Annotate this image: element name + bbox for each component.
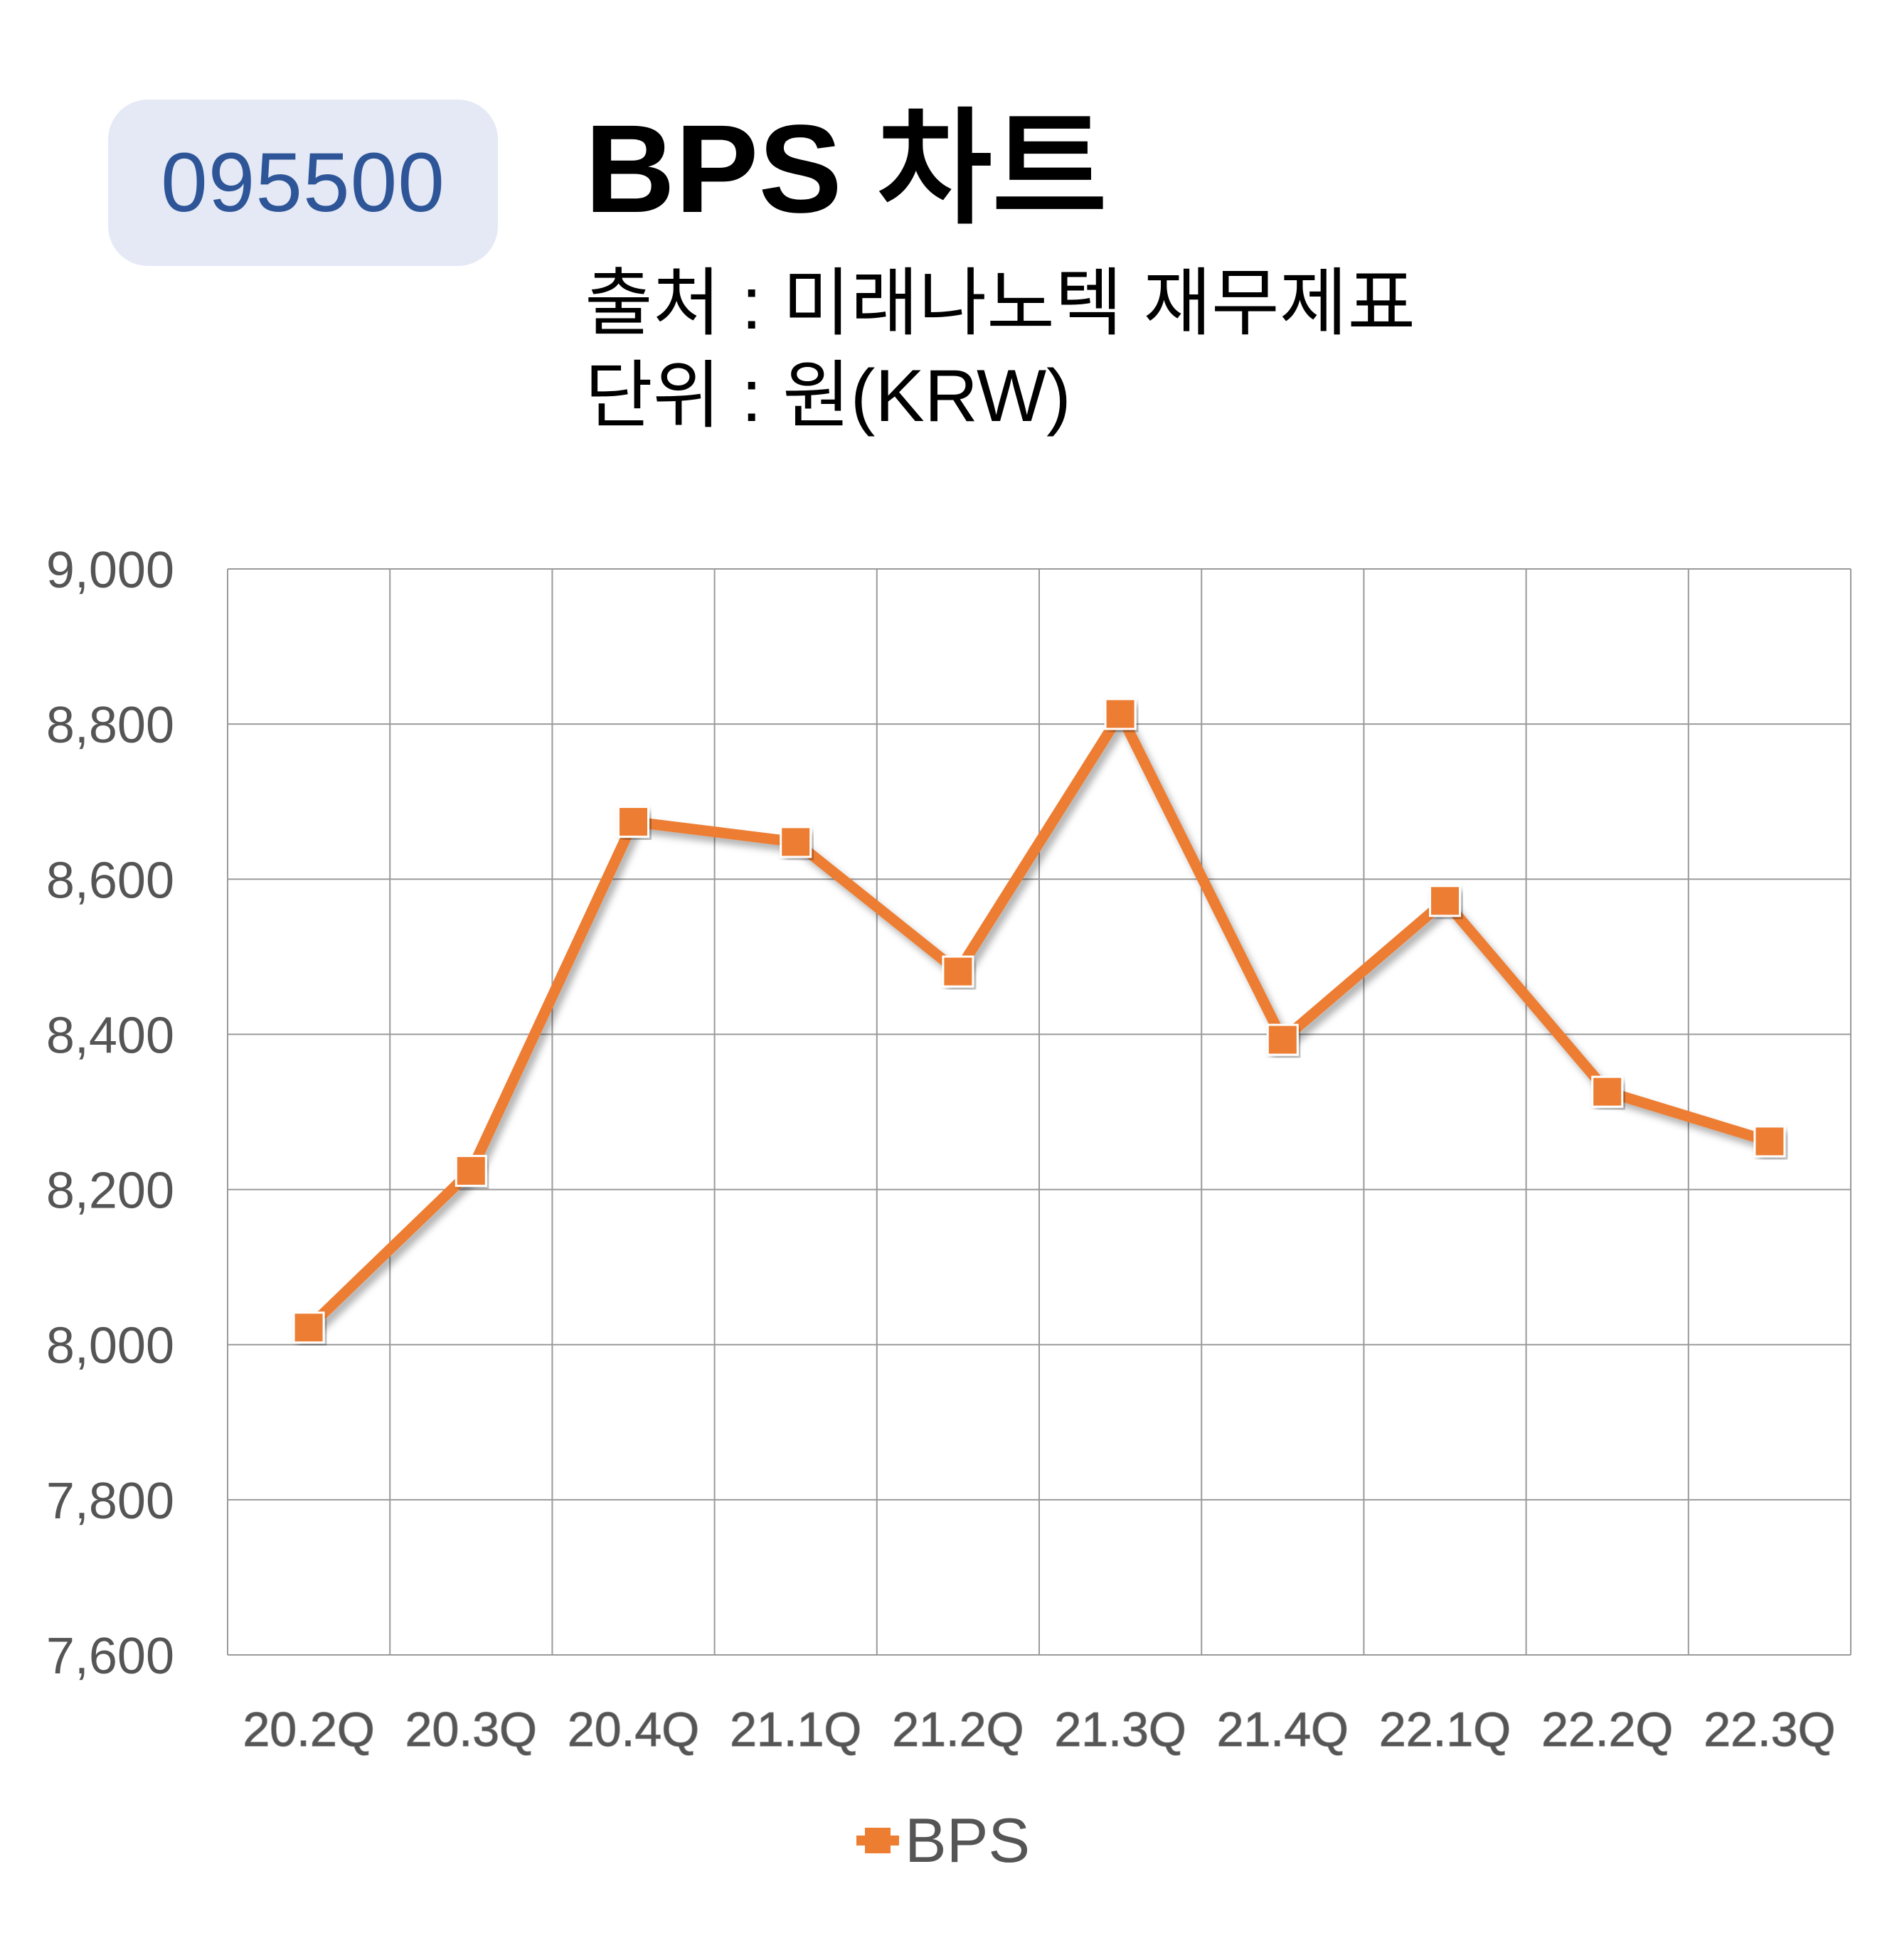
legend-swatch-marker [865, 1828, 891, 1853]
chart-title: BPS 차트 [585, 100, 1107, 239]
source-note: 출처 : 미래나노텍 재무제표 [585, 262, 1416, 345]
y-tick-label: 8,800 [46, 697, 174, 754]
y-tick-label: 8,600 [46, 852, 174, 909]
x-tick-label: 20.2Q [243, 1703, 374, 1757]
y-tick-label: 7,600 [46, 1628, 174, 1685]
x-tick-label: 20.3Q [405, 1703, 537, 1757]
y-tick-label: 9,000 [46, 542, 174, 599]
unit-note: 단위 : 원(KRW) [585, 355, 1071, 437]
legend: BPS [856, 1805, 1030, 1875]
y-axis: 9,000 8,800 8,600 8,400 8,200 8,000 7,800 7,600 [46, 542, 174, 1685]
legend-label: BPS [905, 1805, 1030, 1875]
bps-point [1753, 1125, 1786, 1158]
bps-series [292, 698, 1786, 1344]
bps-point [292, 1311, 325, 1344]
y-tick-label: 8,000 [46, 1318, 174, 1375]
bps-line [303, 708, 1775, 1333]
bps-point [617, 806, 649, 838]
x-tick-label: 21.3Q [1054, 1703, 1186, 1757]
x-tick-label: 20.4Q [568, 1703, 699, 1757]
x-tick-label: 22.1Q [1379, 1703, 1511, 1757]
ticker-code: 095500 [161, 136, 445, 230]
y-tick-label: 7,800 [46, 1473, 174, 1530]
bps-point [455, 1154, 487, 1187]
x-tick-label: 21.1Q [730, 1703, 861, 1757]
bps-point [1591, 1075, 1624, 1108]
x-tick-label: 22.3Q [1704, 1703, 1835, 1757]
plot-grid [227, 568, 1851, 1656]
x-tick-label: 21.4Q [1217, 1703, 1349, 1757]
y-tick-label: 8,400 [46, 1007, 174, 1064]
y-tick-label: 8,200 [46, 1163, 174, 1220]
ticker-badge: 095500 [108, 100, 498, 266]
x-axis: 20.2Q 20.3Q 20.4Q 21.1Q 21.2Q 21.3Q 21.4Q 22.1Q… [243, 1702, 1837, 1757]
bps-point [1104, 698, 1137, 730]
bps-point [1266, 1023, 1299, 1056]
bps-point [1429, 885, 1461, 917]
x-tick-label: 21.2Q [892, 1703, 1024, 1757]
bps-point [780, 826, 812, 858]
bps-point [942, 955, 974, 988]
x-tick-label: 22.2Q [1541, 1703, 1673, 1757]
